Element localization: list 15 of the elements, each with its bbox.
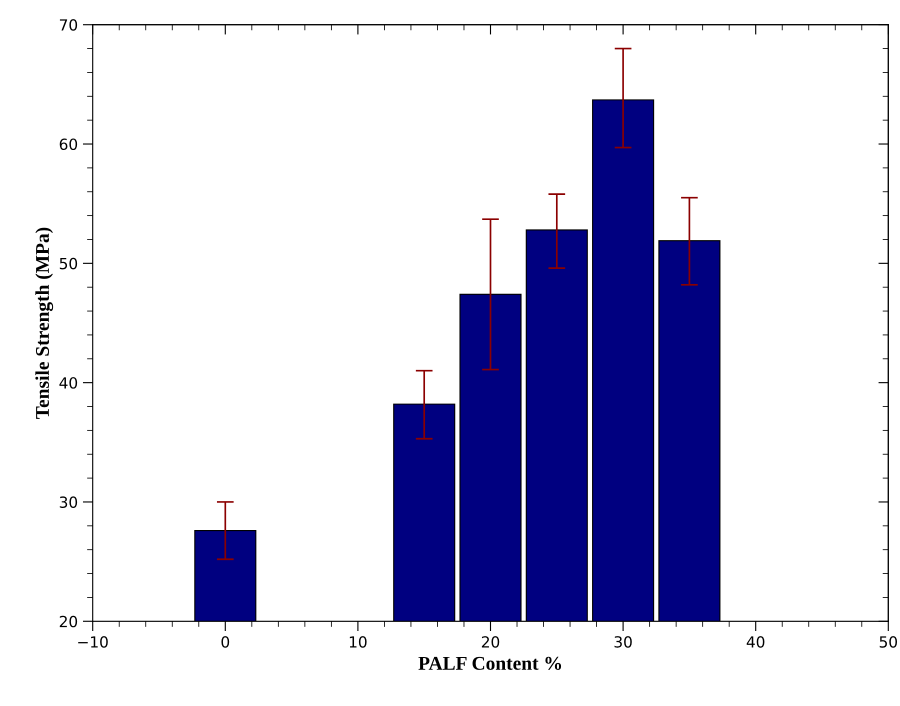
- y-tick-label: 20: [60, 616, 78, 628]
- y-axis-title: Tensile Strength (MPa): [35, 228, 54, 419]
- y-tick-label: 60: [60, 138, 78, 150]
- x-tick-label: −10: [78, 636, 108, 648]
- y-tick-label: 50: [60, 258, 78, 270]
- x-tick-label: 50: [880, 636, 898, 648]
- x-tick-label: 30: [614, 636, 632, 648]
- y-tick-label: 70: [60, 19, 78, 31]
- x-tick-label: 0: [221, 636, 230, 648]
- x-tick-label: 40: [746, 636, 764, 648]
- y-tick-label: 30: [60, 496, 78, 508]
- x-tick-label: 10: [350, 636, 367, 648]
- y-tick-label: 40: [59, 377, 78, 389]
- x-axis-title: PALF Content %: [418, 656, 562, 670]
- x-tick-label: 20: [482, 636, 500, 648]
